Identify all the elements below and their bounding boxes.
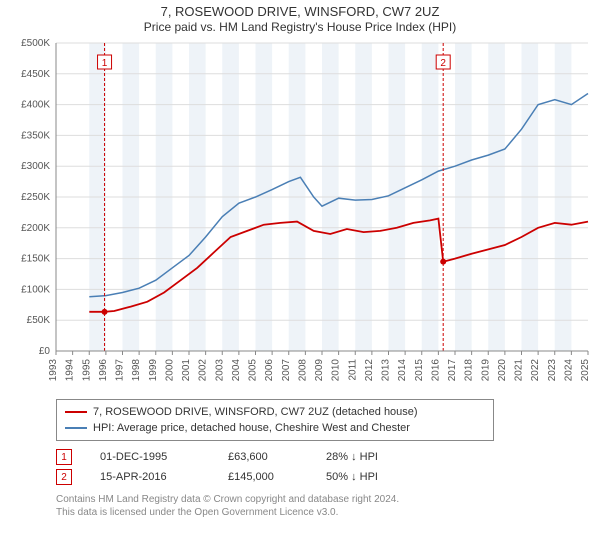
svg-text:2: 2 (440, 58, 446, 69)
svg-text:2011: 2011 (347, 359, 358, 381)
svg-text:1: 1 (102, 58, 108, 69)
svg-text:£500K: £500K (21, 38, 50, 49)
transaction-date: 01-DEC-1995 (100, 451, 200, 463)
svg-text:£250K: £250K (21, 192, 50, 203)
svg-text:1995: 1995 (81, 359, 92, 382)
transaction-marker-icon: 1 (56, 449, 72, 465)
legend: 7, ROSEWOOD DRIVE, WINSFORD, CW7 2UZ (de… (56, 399, 494, 441)
transaction-marker-icon: 2 (56, 469, 72, 485)
price-chart: £0 £50K £100K £150K £200K £250K £300K £350K £400… (0, 35, 600, 395)
footnote-line: Contains HM Land Registry data © Crown c… (56, 493, 580, 506)
svg-text:£100K: £100K (21, 285, 50, 296)
svg-text:1998: 1998 (131, 359, 142, 382)
svg-text:2012: 2012 (364, 359, 375, 382)
svg-text:£50K: £50K (27, 315, 51, 326)
svg-text:2006: 2006 (264, 359, 275, 382)
svg-text:£350K: £350K (21, 131, 50, 142)
svg-text:2010: 2010 (331, 359, 342, 382)
legend-row: 7, ROSEWOOD DRIVE, WINSFORD, CW7 2UZ (de… (65, 404, 485, 420)
svg-text:£0: £0 (39, 346, 51, 357)
svg-text:2002: 2002 (198, 359, 209, 382)
svg-text:£200K: £200K (21, 223, 50, 234)
svg-text:2020: 2020 (497, 359, 508, 382)
svg-text:2008: 2008 (297, 359, 308, 382)
svg-text:2016: 2016 (430, 359, 441, 382)
svg-text:1994: 1994 (65, 359, 76, 382)
svg-text:2009: 2009 (314, 359, 325, 382)
svg-text:2023: 2023 (547, 359, 558, 382)
footnote-line: This data is licensed under the Open Gov… (56, 506, 580, 519)
legend-swatch (65, 411, 87, 413)
svg-text:2007: 2007 (281, 359, 292, 382)
transactions-table: 1 01-DEC-1995 £63,600 28% ↓ HPI 2 15-APR… (56, 447, 580, 487)
legend-label: 7, ROSEWOOD DRIVE, WINSFORD, CW7 2UZ (de… (93, 406, 418, 418)
svg-text:2018: 2018 (464, 359, 475, 382)
svg-text:2001: 2001 (181, 359, 192, 382)
svg-text:2005: 2005 (248, 359, 259, 382)
svg-text:2025: 2025 (580, 359, 591, 382)
transaction-row: 1 01-DEC-1995 £63,600 28% ↓ HPI (56, 447, 580, 467)
transaction-date: 15-APR-2016 (100, 471, 200, 483)
svg-text:2000: 2000 (164, 359, 175, 382)
legend-swatch (65, 427, 87, 429)
svg-text:2013: 2013 (381, 359, 392, 382)
svg-text:£300K: £300K (21, 161, 50, 172)
svg-text:£150K: £150K (21, 254, 50, 265)
transaction-price: £145,000 (228, 471, 298, 483)
svg-text:1996: 1996 (98, 359, 109, 382)
svg-text:£450K: £450K (21, 69, 50, 80)
svg-text:2024: 2024 (563, 359, 574, 382)
svg-text:2017: 2017 (447, 359, 458, 382)
chart-title: 7, ROSEWOOD DRIVE, WINSFORD, CW7 2UZ (0, 4, 600, 20)
svg-text:2019: 2019 (480, 359, 491, 382)
svg-text:2021: 2021 (514, 359, 525, 382)
transaction-row: 2 15-APR-2016 £145,000 50% ↓ HPI (56, 467, 580, 487)
transaction-diff: 28% ↓ HPI (326, 451, 436, 463)
legend-label: HPI: Average price, detached house, Ches… (93, 422, 410, 434)
transaction-price: £63,600 (228, 451, 298, 463)
svg-text:1993: 1993 (48, 359, 59, 382)
svg-text:2004: 2004 (231, 359, 242, 382)
svg-text:2014: 2014 (397, 359, 408, 382)
chart-subtitle: Price paid vs. HM Land Registry's House … (0, 20, 600, 35)
footnote: Contains HM Land Registry data © Crown c… (56, 493, 580, 519)
transaction-diff: 50% ↓ HPI (326, 471, 436, 483)
legend-row: HPI: Average price, detached house, Ches… (65, 420, 485, 436)
svg-text:£400K: £400K (21, 100, 50, 111)
svg-text:1999: 1999 (148, 359, 159, 382)
svg-text:1997: 1997 (115, 359, 126, 382)
svg-text:2015: 2015 (414, 359, 425, 382)
svg-text:2022: 2022 (530, 359, 541, 382)
svg-text:2003: 2003 (214, 359, 225, 382)
